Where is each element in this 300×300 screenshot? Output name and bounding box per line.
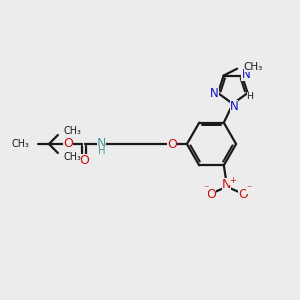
Text: N: N xyxy=(210,86,219,100)
Text: +: + xyxy=(229,176,236,185)
Text: O: O xyxy=(79,154,89,167)
Text: CH₃: CH₃ xyxy=(63,152,81,162)
Text: N: N xyxy=(222,178,232,191)
Text: CH₃: CH₃ xyxy=(12,139,30,149)
Text: ⁻: ⁻ xyxy=(203,184,208,194)
Text: ⁻: ⁻ xyxy=(246,184,252,194)
Text: H: H xyxy=(247,92,254,101)
Text: O: O xyxy=(167,137,177,151)
Text: O: O xyxy=(206,188,216,201)
Text: O: O xyxy=(64,137,73,150)
Text: O: O xyxy=(238,188,247,201)
Text: N: N xyxy=(230,100,238,113)
Text: CH₃: CH₃ xyxy=(244,61,263,72)
Text: N: N xyxy=(97,136,106,150)
Text: N: N xyxy=(242,68,250,81)
Text: H: H xyxy=(98,146,105,156)
Text: CH₃: CH₃ xyxy=(63,126,81,136)
